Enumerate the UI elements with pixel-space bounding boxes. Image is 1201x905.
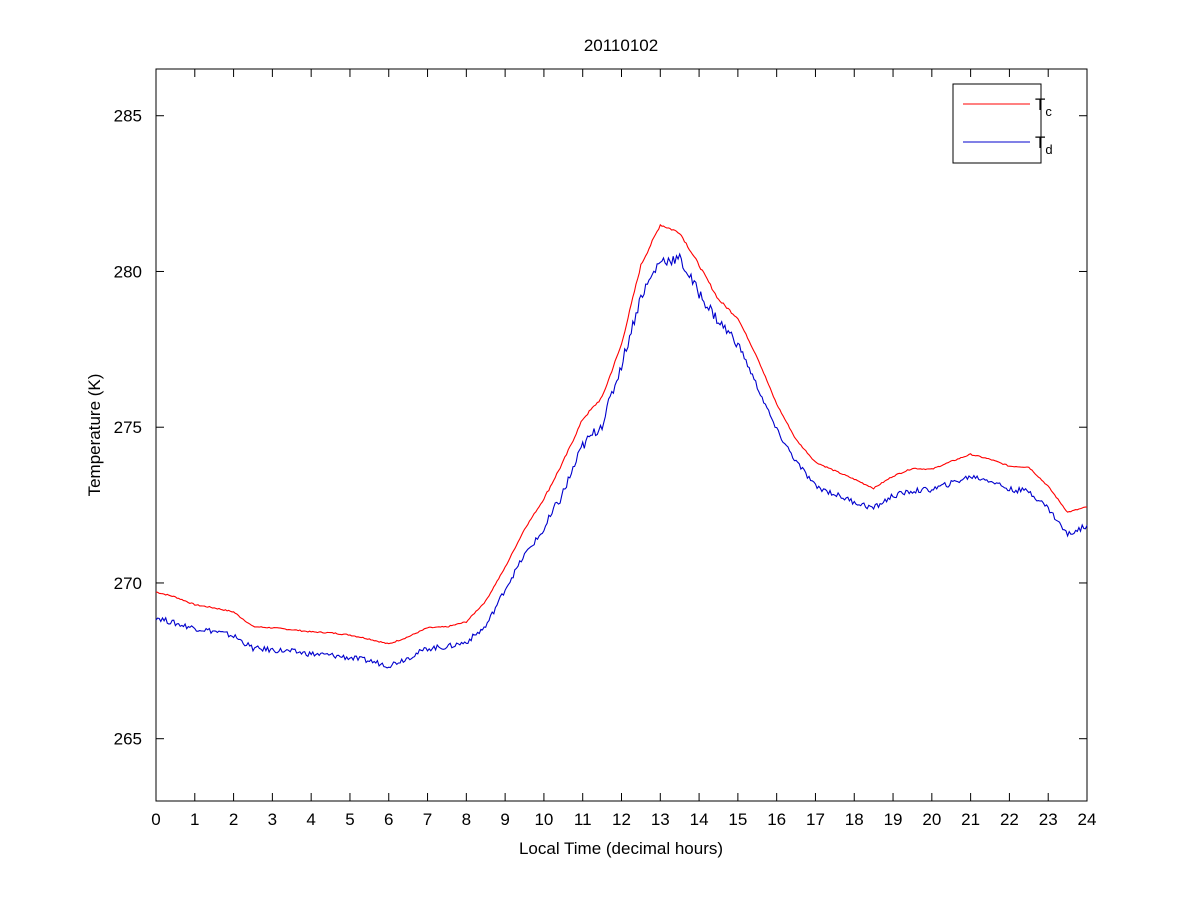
plot-area <box>155 68 1088 802</box>
x-tick-label: 20 <box>922 810 941 829</box>
x-tick-label: 15 <box>728 810 747 829</box>
x-tick-label: 0 <box>151 810 160 829</box>
y-tick-label: 275 <box>114 418 142 437</box>
x-tick-label: 13 <box>651 810 670 829</box>
x-tick-label: 18 <box>845 810 864 829</box>
x-tick-label: 21 <box>961 810 980 829</box>
series-Tc <box>155 223 1088 645</box>
x-tick-label: 14 <box>690 810 709 829</box>
x-axis-label: Local Time (decimal hours) <box>519 839 723 858</box>
x-tick-label: 17 <box>806 810 825 829</box>
series-line <box>155 252 1088 669</box>
x-tick-label: 8 <box>462 810 471 829</box>
y-tick-label: 270 <box>114 574 142 593</box>
x-tick-label: 16 <box>767 810 786 829</box>
x-tick-label: 3 <box>268 810 277 829</box>
series-Td <box>155 252 1088 669</box>
y-tick-label: 265 <box>114 730 142 749</box>
legend: Tc Td <box>952 83 1053 164</box>
x-tick-label: 2 <box>229 810 238 829</box>
x-tick-label: 5 <box>345 810 354 829</box>
x-tick-label: 11 <box>574 810 592 829</box>
x-tick-label: 1 <box>190 810 199 829</box>
x-tick-label: 23 <box>1039 810 1058 829</box>
x-tick-label: 10 <box>534 810 553 829</box>
x-tick-label: 24 <box>1078 810 1097 829</box>
series-line <box>155 223 1088 645</box>
x-tick-label: 9 <box>500 810 509 829</box>
x-tick-label: 12 <box>612 810 631 829</box>
chart-title: 20110102 <box>584 36 658 55</box>
x-tick-label: 6 <box>384 810 393 829</box>
x-tick-label: 4 <box>306 810 315 829</box>
legend-label-tc: Tc <box>1035 95 1052 119</box>
y-tick-label: 285 <box>114 107 142 126</box>
y-axis-label: Temperature (K) <box>85 374 104 497</box>
y-tick-label: 280 <box>114 262 142 281</box>
x-tick-label: 22 <box>1000 810 1019 829</box>
legend-label-td: Td <box>1035 133 1053 157</box>
x-tick-label: 7 <box>423 810 432 829</box>
x-tick-label: 19 <box>884 810 903 829</box>
